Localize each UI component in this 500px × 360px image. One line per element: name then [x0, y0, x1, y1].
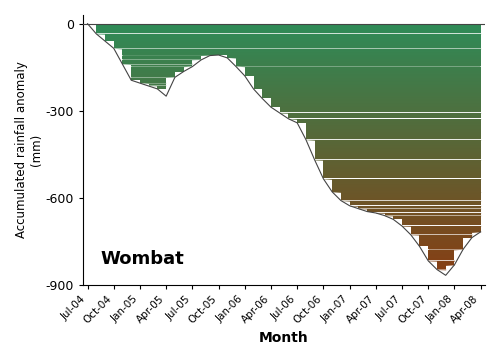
- X-axis label: Month: Month: [259, 331, 309, 345]
- Text: Wombat: Wombat: [100, 249, 184, 267]
- Y-axis label: Accumulated rainfall anomaly
(mm): Accumulated rainfall anomaly (mm): [15, 61, 43, 238]
